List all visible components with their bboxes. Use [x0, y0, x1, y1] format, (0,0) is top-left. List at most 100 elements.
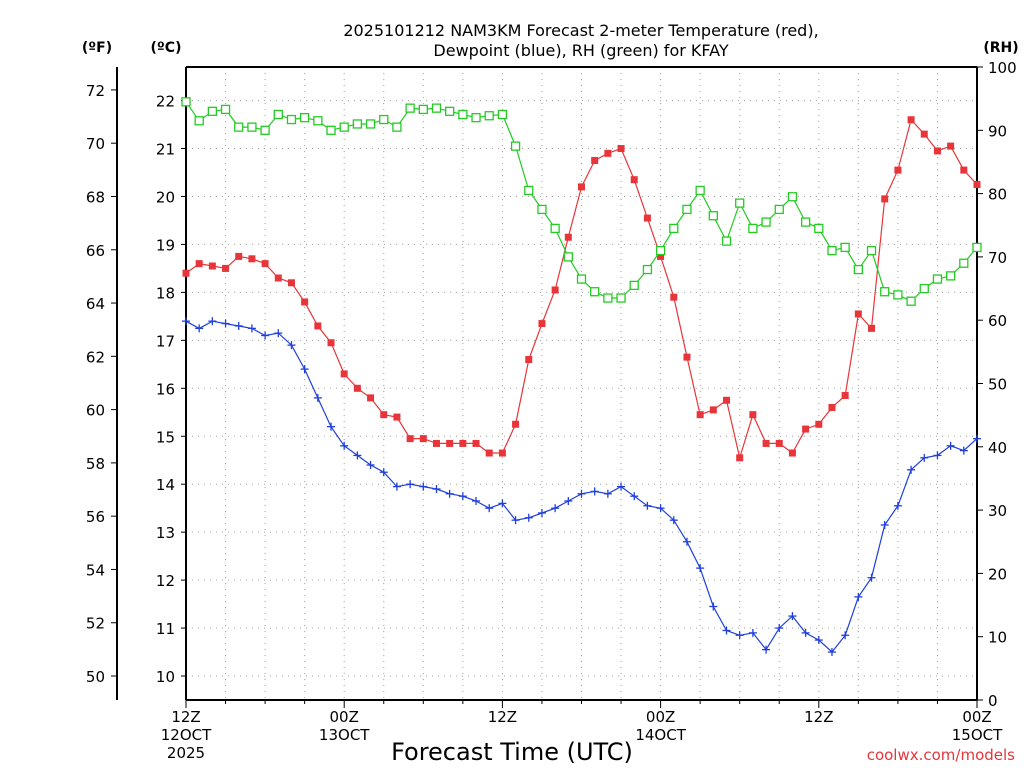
rh-point	[181, 97, 191, 107]
temperature-point	[498, 449, 506, 457]
dewpoint-point	[669, 516, 678, 525]
rh-point	[919, 283, 929, 294]
temperature-point	[419, 435, 427, 443]
dewpoint-point	[933, 451, 942, 460]
rh-point	[550, 223, 560, 234]
dewpoint-point	[630, 492, 639, 501]
dewpoint-point	[814, 636, 823, 645]
rh-point	[866, 245, 877, 256]
temperature-point	[670, 293, 678, 301]
x-tick-label: 14OCT	[635, 726, 686, 744]
dewpoint-point	[313, 393, 322, 402]
temperature-point	[340, 370, 348, 378]
temperature-point	[617, 145, 625, 153]
x-tick-label: 12OCT	[161, 726, 212, 744]
rh-point	[682, 204, 692, 215]
celsius-tick-label: 11	[156, 620, 175, 638]
rh-point	[339, 122, 349, 132]
celsius-tick-label: 20	[156, 188, 175, 206]
temperature-point	[446, 439, 454, 447]
dewpoint-point	[564, 496, 573, 505]
temperature-point	[723, 396, 731, 404]
temperature-point	[353, 384, 361, 392]
dewpoint-point	[498, 499, 507, 508]
temperature-point	[274, 274, 282, 282]
temperature-point	[301, 298, 309, 306]
temperature-point	[736, 454, 744, 462]
temperature-point	[683, 353, 691, 361]
celsius-tick-label: 21	[156, 141, 175, 159]
dewpoint-point	[643, 501, 652, 510]
rh-point	[484, 111, 494, 121]
dewpoint-point	[762, 645, 771, 654]
rh-point	[787, 192, 798, 202]
rh-point	[431, 103, 442, 113]
chart-title-line1: 2025101212 NAM3KM Forecast 2-meter Tempe…	[343, 21, 818, 40]
temperature-point	[828, 403, 836, 411]
dewpoint-point	[656, 504, 665, 513]
celsius-tick-label: 13	[156, 524, 175, 542]
dewpoint-point	[485, 504, 494, 513]
rh-point	[800, 217, 811, 227]
dewpoint-point	[524, 513, 533, 522]
temperature-point	[881, 195, 889, 203]
dewpoint-point	[327, 422, 336, 431]
rh-point	[669, 223, 679, 234]
fahrenheit-tick-label: 64	[86, 295, 105, 313]
dewpoint-point	[551, 504, 560, 513]
celsius-tick-label: 17	[156, 332, 175, 350]
rh-point	[405, 103, 415, 113]
celsius-tick-label: 10	[156, 668, 175, 686]
temperature-point	[709, 406, 717, 414]
rh-point	[774, 204, 784, 215]
temperature-point	[775, 439, 783, 447]
dewpoint-point	[788, 612, 797, 621]
rh-point	[576, 274, 587, 284]
dewpoint-point	[867, 573, 876, 582]
temperature-point	[538, 320, 546, 328]
dewpoint-point	[182, 317, 190, 326]
rh-point	[497, 109, 508, 120]
rh-tick-label: 10	[988, 629, 1007, 647]
dewpoint-point	[801, 628, 810, 637]
temperature-point	[762, 439, 770, 447]
temperature-point	[380, 411, 388, 419]
dewpoint-point	[458, 492, 467, 501]
rh-point	[629, 280, 639, 291]
rh-point	[207, 106, 218, 116]
temperature-point	[947, 142, 955, 150]
dewpoint-point	[261, 331, 270, 340]
temperature-point	[815, 420, 823, 428]
dewpoint-point	[221, 319, 230, 328]
temperature-point	[485, 449, 493, 457]
temperature-point	[287, 279, 295, 287]
celsius-tick-label: 18	[156, 284, 175, 302]
temperature-point	[406, 435, 414, 443]
rh-point	[945, 271, 956, 281]
dewpoint-point	[748, 628, 757, 637]
fahrenheit-tick-label: 68	[86, 188, 105, 206]
rh-tick-label: 70	[988, 249, 1007, 267]
dewpoint-point	[880, 520, 889, 529]
fahrenheit-tick-label: 66	[86, 242, 105, 260]
series-layer	[181, 97, 982, 657]
temperature-point	[788, 449, 796, 457]
dewpoint-point	[590, 487, 599, 496]
temperature-point	[854, 310, 862, 318]
fahrenheit-unit-label: (ºF)	[82, 40, 112, 56]
rh-tick-label: 40	[988, 439, 1007, 457]
dewpoint-point	[735, 631, 744, 640]
dewpoint-point	[340, 441, 349, 450]
dewpoint-point	[973, 434, 981, 443]
temperature-point	[525, 356, 533, 364]
x-tick-label: 00Z	[646, 708, 675, 726]
temperature-point	[327, 339, 335, 347]
rh-point	[379, 114, 389, 125]
rh-point	[247, 122, 257, 132]
dewpoint-point	[907, 465, 916, 474]
rh-point	[642, 264, 653, 275]
temperature-point	[314, 322, 322, 330]
fahrenheit-tick-label: 54	[86, 561, 105, 579]
rh-point	[972, 242, 982, 253]
rh-point	[695, 185, 705, 196]
